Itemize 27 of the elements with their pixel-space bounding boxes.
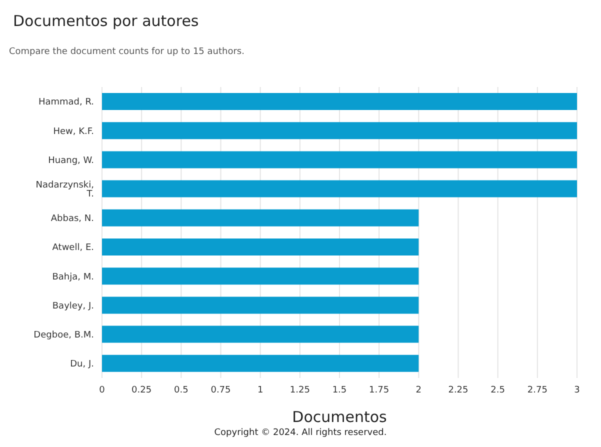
y-tick-label: Hew, K.F. (53, 126, 94, 137)
chart-subtitle: Compare the document counts for up to 15 authors. (9, 47, 244, 57)
y-tick-label: Bahja, M. (52, 272, 94, 282)
x-tick-label: 0.5 (174, 385, 188, 396)
x-tick-label: 0.75 (210, 385, 231, 396)
chart-title: Documentos por autores (13, 12, 199, 30)
y-tick-label: Nadarzynski, T. (36, 180, 94, 200)
x-tick-label: 1.5 (332, 385, 347, 396)
y-tick-label: Degboe, B.M. (34, 330, 94, 341)
x-tick-label: 1.75 (369, 385, 390, 396)
x-tick-label: 1.25 (290, 385, 310, 396)
x-axis-title: Documentos (292, 408, 388, 426)
text: Copyright © 2024. All rights reserved. (213, 428, 388, 438)
y-tick-label: Bayley, J. (52, 301, 94, 312)
y-tick-label: Huang, W. (48, 156, 94, 166)
x-tick-label: 0 (99, 385, 106, 396)
y-tick-label: Abbas, N. (50, 214, 94, 224)
x-tick-label: 2.5 (490, 385, 505, 396)
x-tick-label: 2 (416, 385, 422, 396)
y-tick-label: Du, J. (70, 360, 94, 370)
x-tick-label: 3 (574, 385, 580, 396)
x-tick-label: 0.25 (132, 385, 152, 396)
x-tick-label: 2.25 (448, 385, 468, 396)
x-tick-label: 2.75 (527, 385, 548, 396)
y-tick-label: Hammad, R. (38, 98, 94, 108)
x-tick-label: 1 (257, 385, 264, 396)
y-tick-label: Atwell, E. (52, 243, 94, 254)
